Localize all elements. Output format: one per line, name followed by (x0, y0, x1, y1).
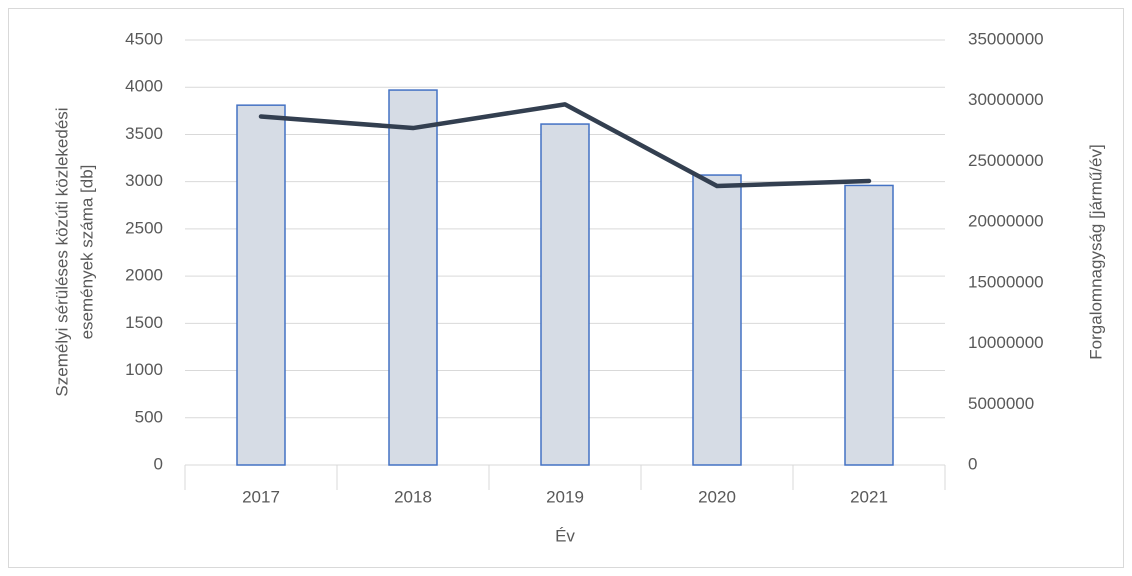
line (258, 102, 872, 189)
y2-tick-label: 15000000 (968, 272, 1044, 291)
y-tick-label: 0 (154, 454, 163, 473)
y2-tick-label: 0 (968, 454, 977, 473)
y-tick-label: 1500 (125, 313, 163, 332)
y2-tick-label: 35000000 (968, 29, 1044, 48)
y2-tick-label: 30000000 (968, 90, 1044, 109)
bar (540, 123, 590, 466)
y2-tick-label: 25000000 (968, 151, 1044, 170)
x-tick-label: 2020 (698, 487, 736, 506)
x-tick-label: 2017 (242, 487, 280, 506)
y-tick-label: 4500 (125, 29, 163, 48)
y-tick-label: 4000 (125, 77, 163, 96)
y2-tick-label: 5000000 (968, 394, 1034, 413)
y-axis-label: Személyi sérüléses közúti közlekedési (52, 107, 71, 396)
x-axis-label: Év (555, 526, 575, 545)
y-tick-label: 1000 (125, 360, 163, 379)
y2-tick-label: 20000000 (968, 212, 1044, 231)
y2-tick-label: 10000000 (968, 333, 1044, 352)
bar (236, 104, 286, 466)
bar (388, 89, 438, 466)
bar (692, 174, 742, 466)
x-tick-label: 2018 (394, 487, 432, 506)
y-tick-label: 3000 (125, 171, 163, 190)
bar (844, 184, 894, 466)
y2-axis-label: Forgalomnagyság [jármű/év] (1086, 144, 1105, 359)
y-axis-label: események száma [db] (77, 165, 96, 340)
y-tick-label: 2500 (125, 218, 163, 237)
y-tick-label: 2000 (125, 266, 163, 285)
x-tick-label: 2021 (850, 487, 888, 506)
y-tick-label: 500 (135, 407, 163, 426)
y-tick-label: 3500 (125, 124, 163, 143)
x-tick-label: 2019 (546, 487, 584, 506)
